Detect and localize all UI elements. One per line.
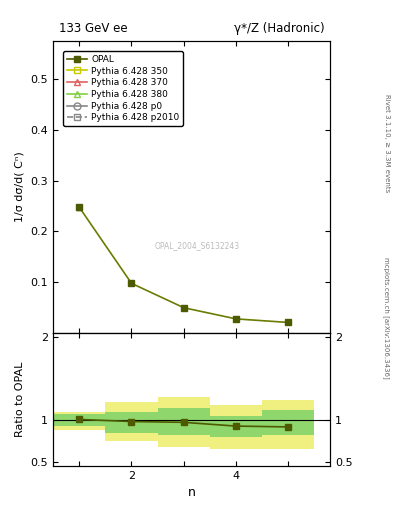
Text: Rivet 3.1.10, ≥ 3.3M events: Rivet 3.1.10, ≥ 3.3M events xyxy=(384,94,390,193)
Y-axis label: 1/σ dσ/d( Cⁿ): 1/σ dσ/d( Cⁿ) xyxy=(15,152,25,222)
Text: mcplots.cern.ch [arXiv:1306.3436]: mcplots.cern.ch [arXiv:1306.3436] xyxy=(384,257,390,378)
Text: OPAL_2004_S6132243: OPAL_2004_S6132243 xyxy=(154,241,240,250)
Y-axis label: Ratio to OPAL: Ratio to OPAL xyxy=(15,362,25,437)
Text: γ*/Z (Hadronic): γ*/Z (Hadronic) xyxy=(234,22,325,35)
X-axis label: n: n xyxy=(187,486,196,499)
Legend: OPAL, Pythia 6.428 350, Pythia 6.428 370, Pythia 6.428 380, Pythia 6.428 p0, Pyt: OPAL, Pythia 6.428 350, Pythia 6.428 370… xyxy=(63,51,183,126)
Text: 133 GeV ee: 133 GeV ee xyxy=(59,22,127,35)
